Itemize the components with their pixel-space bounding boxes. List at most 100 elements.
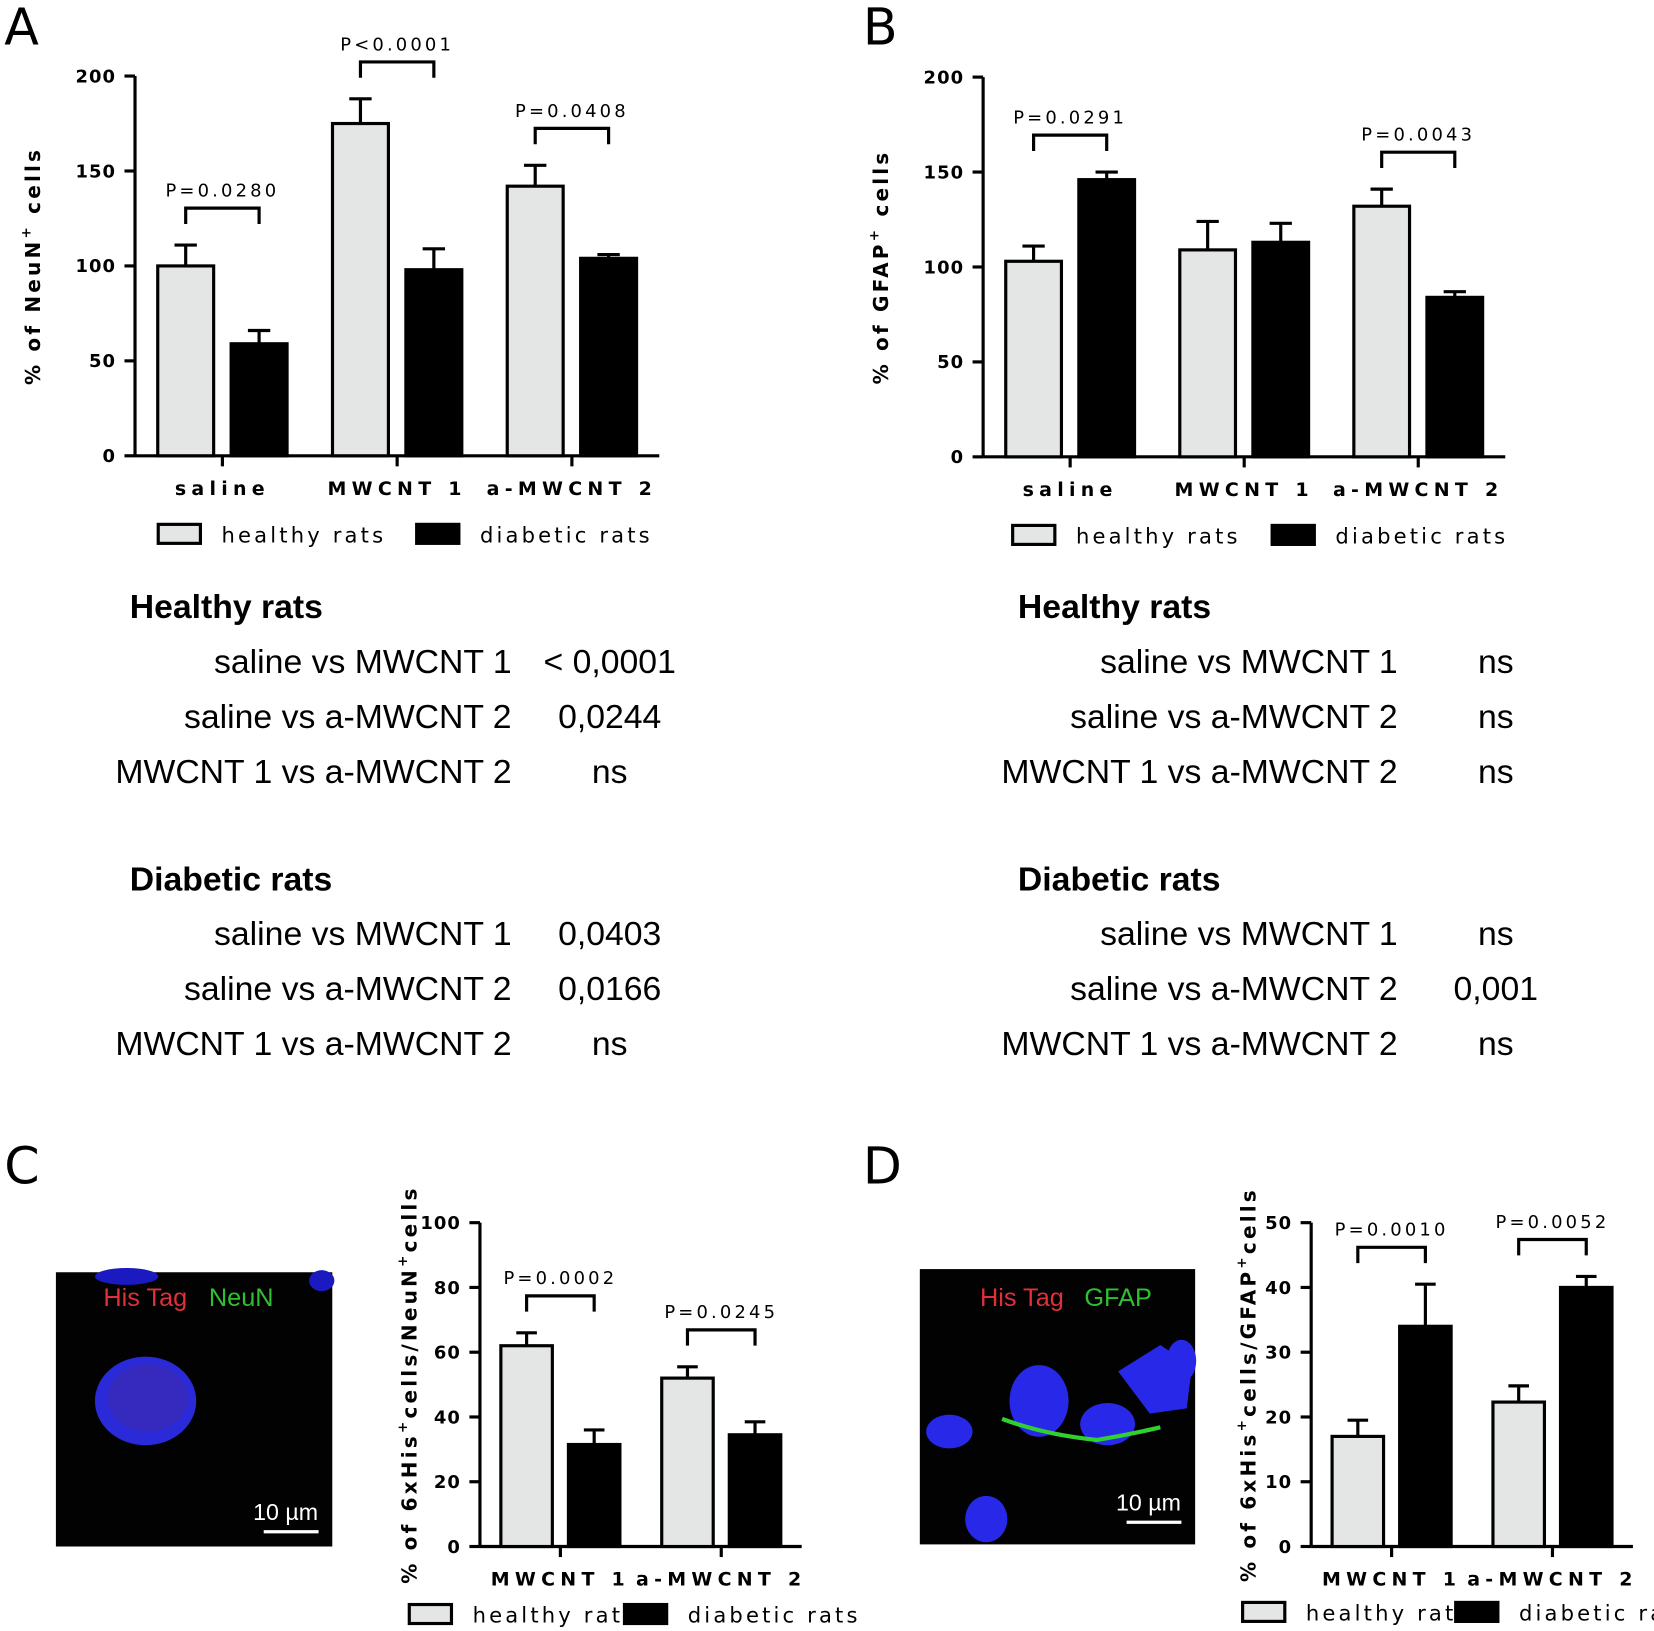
p-value: P=0.0408 <box>515 101 629 122</box>
legend-label: diabetic rats <box>1519 1600 1654 1625</box>
significance-bracket <box>358 60 436 78</box>
panel-letter: B <box>863 0 898 56</box>
p-value: P=0.0291 <box>1013 108 1127 129</box>
error-bar <box>1370 187 1393 207</box>
table-heading: Diabetic rats <box>1018 860 1221 898</box>
error-bar <box>1196 219 1219 250</box>
y-tick-label: 150 <box>75 161 116 182</box>
stain-label: His Tag <box>103 1284 187 1312</box>
legend-swatch <box>622 1602 669 1626</box>
comparison: MWCNT 1 vs a-MWCNT 2 <box>1001 1025 1397 1063</box>
error-bar <box>1575 1274 1597 1288</box>
y-tick-label: 0 <box>447 1537 461 1558</box>
x-tick-label: MWCNT 1 <box>328 478 467 500</box>
error-bar <box>1347 1418 1369 1437</box>
x-tick-label: MWCNT 1 <box>1322 1569 1461 1591</box>
error-bar <box>247 328 271 344</box>
p-value-cell: 0,001 <box>1454 970 1538 1008</box>
bar <box>499 1344 554 1549</box>
comparison: saline vs a-MWCNT 2 <box>184 970 512 1008</box>
y-tick-label: 0 <box>951 447 965 468</box>
y-axis-label-part: cells <box>869 150 893 227</box>
y-axis-label-part: + <box>395 1252 411 1267</box>
significance-bracket <box>685 1328 757 1346</box>
y-axis-label-part: % of 6xHis <box>1236 1431 1260 1582</box>
panel-letter: A <box>4 0 39 56</box>
y-tick-label: 50 <box>89 351 116 372</box>
significance-bracket <box>533 126 611 145</box>
stain-label: GFAP <box>1084 1284 1151 1312</box>
y-tick-label: 0 <box>1279 1537 1293 1558</box>
y-tick-label: 30 <box>1265 1343 1292 1364</box>
comparison: saline vs MWCNT 1 <box>1100 915 1398 953</box>
y-axis-label-part: % of 6xHis <box>398 1433 422 1584</box>
error-bar <box>597 252 620 259</box>
p-value-cell: 0,0244 <box>558 698 661 736</box>
stain-label: His Tag <box>980 1284 1064 1312</box>
y-axis-label-part: + <box>395 1419 411 1434</box>
y-axis-label-part: cells <box>398 1185 422 1252</box>
x-tick-label: saline <box>175 478 270 500</box>
bar <box>1352 204 1412 459</box>
bar <box>1077 178 1137 459</box>
y-axis-label: % of NeuN+ cells <box>19 147 45 385</box>
error-bar <box>583 1428 605 1445</box>
p-value: P=0.0043 <box>1361 125 1475 146</box>
y-tick-label: 60 <box>434 1343 461 1364</box>
p-value-cell: 0,0403 <box>558 915 661 953</box>
table-heading: Healthy rats <box>130 588 323 626</box>
p-value: P=0.0245 <box>664 1302 778 1323</box>
legend-swatch <box>1454 1600 1500 1623</box>
legend-label: healthy rats <box>222 522 387 547</box>
x-tick-label: saline <box>1023 479 1118 501</box>
y-tick-label: 50 <box>937 352 964 373</box>
y-tick-label: 200 <box>924 67 965 88</box>
bar <box>1425 295 1485 459</box>
y-axis-label-part: % of NeuN <box>21 239 45 385</box>
comparison: saline vs MWCNT 1 <box>214 915 512 953</box>
y-tick-label: 20 <box>434 1472 461 1493</box>
error-bar <box>524 163 547 187</box>
y-tick-label: 40 <box>1265 1278 1292 1299</box>
error-bar <box>1095 170 1118 180</box>
y-axis-label: % of 6xHis+cells/NeuN+cells <box>395 1185 421 1583</box>
bar <box>727 1433 783 1549</box>
bar <box>579 256 639 458</box>
legend-label: diabetic rats <box>1335 523 1508 548</box>
error-bar <box>1508 1384 1529 1403</box>
y-axis-label-part: cells <box>21 147 45 224</box>
error-bar <box>1443 290 1466 298</box>
p-value-cell: ns <box>1478 698 1514 736</box>
scale-bar-label: 10 µm <box>253 1499 318 1525</box>
p-value: P=0.0052 <box>1496 1212 1610 1233</box>
legend-label: healthy rats <box>473 1602 638 1627</box>
p-value: P=0.0010 <box>1335 1220 1449 1241</box>
legend-label: healthy rats <box>1076 523 1241 548</box>
y-axis-label-part: cells/NeuN <box>398 1267 422 1418</box>
y-axis-label: % of GFAP+ cells <box>867 150 893 385</box>
significance-bracket <box>1517 1237 1588 1256</box>
bar <box>566 1442 622 1549</box>
y-axis-label: % of 6xHis+cells/GFAP+cells <box>1234 1187 1260 1582</box>
panel-letter: D <box>863 1137 902 1196</box>
bar <box>1251 240 1311 459</box>
p-value: P<0.0001 <box>340 34 454 55</box>
bar <box>660 1376 715 1549</box>
y-tick-label: 0 <box>103 446 117 467</box>
legend-swatch <box>156 522 203 545</box>
significance-bracket <box>1032 133 1109 151</box>
p-value-cell: 0,0166 <box>558 970 661 1008</box>
bar <box>1558 1285 1614 1549</box>
y-axis-label-part: + <box>1234 1254 1250 1269</box>
y-axis-label-part: % of GFAP <box>869 241 893 384</box>
comparison: MWCNT 1 vs a-MWCNT 2 <box>115 1025 511 1063</box>
legend-swatch <box>1270 523 1316 546</box>
significance-bracket <box>184 206 261 224</box>
y-tick-label: 150 <box>924 162 965 183</box>
p-value-cell: ns <box>1478 643 1514 681</box>
comparison: saline vs a-MWCNT 2 <box>184 698 512 736</box>
p-value-cell: ns <box>592 1025 628 1063</box>
y-tick-label: 100 <box>75 256 116 277</box>
p-value: P=0.0280 <box>165 181 279 202</box>
